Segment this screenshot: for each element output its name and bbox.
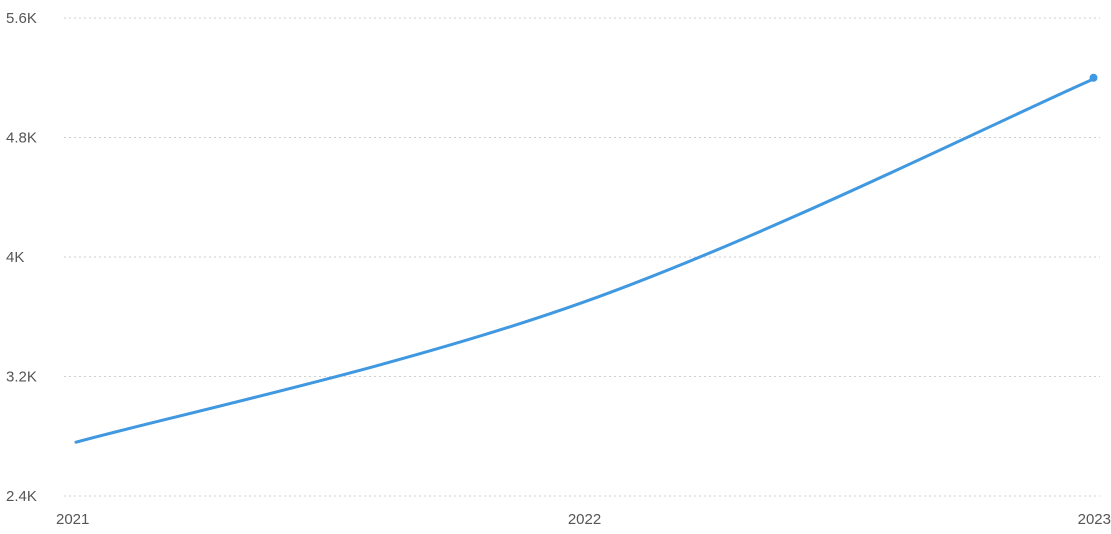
series-end-point[interactable] — [1089, 73, 1098, 82]
y-tick-label: 2.4K — [6, 488, 37, 505]
x-tick-label: 2021 — [56, 511, 89, 528]
x-tick-label: 2022 — [568, 511, 601, 528]
y-tick-label: 3.2K — [6, 369, 37, 386]
series-layer — [74, 73, 1098, 444]
y-axis: 2.4K 3.2K 4K 4.8K 5.6K — [6, 10, 37, 505]
series-line — [74, 77, 1095, 444]
y-tick-label: 5.6K — [6, 10, 37, 27]
y-tick-label: 4K — [6, 249, 24, 266]
x-tick-label: 2023 — [1078, 511, 1111, 528]
y-tick-label: 4.8K — [6, 130, 37, 147]
gridlines — [64, 17, 1100, 497]
x-axis: 2021 2022 2023 — [56, 511, 1111, 528]
